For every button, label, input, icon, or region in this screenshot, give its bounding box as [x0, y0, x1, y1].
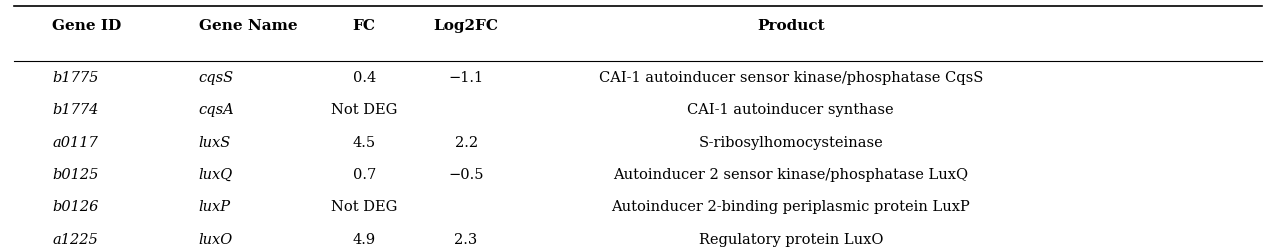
Text: 0.4: 0.4 [352, 71, 376, 85]
Text: luxO: luxO [199, 233, 234, 247]
Text: Autoinducer 2-binding periplasmic protein LuxP: Autoinducer 2-binding periplasmic protei… [611, 200, 970, 214]
Text: luxP: luxP [199, 200, 231, 214]
Text: 4.5: 4.5 [352, 136, 376, 150]
Text: b0126: b0126 [52, 200, 98, 214]
Text: luxQ: luxQ [199, 168, 234, 182]
Text: 0.7: 0.7 [352, 168, 376, 182]
Text: −0.5: −0.5 [448, 168, 484, 182]
Text: Product: Product [757, 19, 824, 33]
Text: Regulatory protein LuxO: Regulatory protein LuxO [698, 233, 883, 247]
Text: a0117: a0117 [52, 136, 98, 150]
Text: Not DEG: Not DEG [330, 200, 397, 214]
Text: −1.1: −1.1 [449, 71, 484, 85]
Text: 2.3: 2.3 [454, 233, 477, 247]
Text: CAI-1 autoinducer sensor kinase/phosphatase CqsS: CAI-1 autoinducer sensor kinase/phosphat… [598, 71, 983, 85]
Text: Autoinducer 2 sensor kinase/phosphatase LuxQ: Autoinducer 2 sensor kinase/phosphatase … [614, 168, 968, 182]
Text: b1775: b1775 [52, 71, 98, 85]
Text: a1225: a1225 [52, 233, 98, 247]
Text: b1774: b1774 [52, 103, 98, 117]
Text: cqsA: cqsA [199, 103, 235, 117]
Text: 4.9: 4.9 [352, 233, 376, 247]
Text: Log2FC: Log2FC [434, 19, 499, 33]
Text: FC: FC [352, 19, 375, 33]
Text: Not DEG: Not DEG [330, 103, 397, 117]
Text: Gene ID: Gene ID [52, 19, 121, 33]
Text: S-ribosylhomocysteinase: S-ribosylhomocysteinase [698, 136, 883, 150]
Text: luxS: luxS [199, 136, 231, 150]
Text: Gene Name: Gene Name [199, 19, 297, 33]
Text: 2.2: 2.2 [454, 136, 477, 150]
Text: b0125: b0125 [52, 168, 98, 182]
Text: CAI-1 autoinducer synthase: CAI-1 autoinducer synthase [688, 103, 894, 117]
Text: cqsS: cqsS [199, 71, 234, 85]
